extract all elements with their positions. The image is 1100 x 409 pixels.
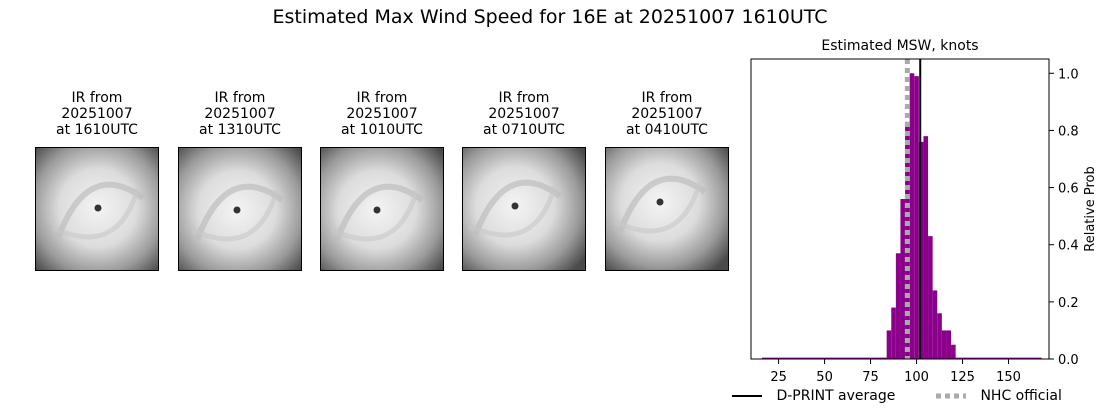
legend-nhc: NHC official xyxy=(934,386,1062,406)
y-axis-label: Relative Prob xyxy=(1083,166,1098,251)
y-tick-label-5: 1.0 xyxy=(1058,67,1079,82)
histogram-bar-9 xyxy=(928,236,933,359)
panel-caption-line1: IR from xyxy=(214,90,266,106)
histogram-bar-1 xyxy=(891,307,896,359)
histogram-bar-14 xyxy=(951,344,956,359)
x-tick-label-5: 150 xyxy=(996,370,1021,385)
panel-caption-4: IR from 20251007 at 0410UTC xyxy=(597,90,737,138)
histogram-bar-5 xyxy=(909,73,915,360)
y-tick-label-4: 0.8 xyxy=(1058,124,1079,139)
histogram-bar-3 xyxy=(900,199,906,359)
histogram-bar-12 xyxy=(941,330,947,359)
panel-caption-line1: IR from xyxy=(641,90,693,106)
legend: D-PRINT average NHC official xyxy=(730,386,1090,406)
panel-caption-line2: 20251007 xyxy=(346,106,418,122)
histogram-bar-2 xyxy=(895,253,901,359)
legend-dprint: D-PRINT average xyxy=(730,386,895,406)
ir-satellite-image-4 xyxy=(605,147,729,271)
panel-caption-line3: at 1610UTC xyxy=(56,122,138,138)
panel-caption-line1: IR from xyxy=(498,90,550,106)
x-tick-label-1: 50 xyxy=(816,370,833,385)
panel-caption-line1: IR from xyxy=(356,90,408,106)
y-tick-label-3: 0.6 xyxy=(1058,182,1079,197)
panel-caption-0: IR from 20251007 at 1610UTC xyxy=(27,90,167,138)
y-tick-label-2: 0.4 xyxy=(1058,239,1079,254)
histogram-bar-8 xyxy=(923,136,929,359)
panel-caption-1: IR from 20251007 at 1310UTC xyxy=(170,90,310,138)
panel-caption-2: IR from 20251007 at 1010UTC xyxy=(312,90,452,138)
ir-satellite-image-0 xyxy=(35,147,159,271)
panel-caption-line3: at 1310UTC xyxy=(199,122,281,138)
histogram-bar-13 xyxy=(946,330,952,359)
figure-title: Estimated Max Wind Speed for 16E at 2025… xyxy=(272,6,828,28)
histogram-bar-11 xyxy=(937,313,942,359)
panel-caption-line3: at 1010UTC xyxy=(341,122,423,138)
histogram-bar-0 xyxy=(886,330,892,359)
x-tick-label-4: 125 xyxy=(950,370,975,385)
legend-dprint-label: D-PRINT average xyxy=(776,388,896,404)
y-tick-label-0: 0.0 xyxy=(1058,353,1079,368)
histogram-bar-6 xyxy=(914,76,919,360)
panel-caption-line2: 20251007 xyxy=(488,106,560,122)
panel-caption-line3: at 0410UTC xyxy=(626,122,708,138)
x-tick-label-3: 100 xyxy=(904,370,929,385)
chart-title: Estimated MSW, knots xyxy=(821,38,978,54)
ir-satellite-image-2 xyxy=(320,147,444,271)
legend-nhc-label: NHC official xyxy=(980,388,1062,404)
panel-caption-line1: IR from xyxy=(71,90,123,106)
legend-solid-line-icon xyxy=(732,395,762,397)
panel-caption-line2: 20251007 xyxy=(61,106,133,122)
ir-satellite-image-1 xyxy=(178,147,302,271)
panel-caption-line3: at 0710UTC xyxy=(483,122,565,138)
panel-caption-line2: 20251007 xyxy=(631,106,703,122)
ir-satellite-image-3 xyxy=(462,147,586,271)
panel-caption-line2: 20251007 xyxy=(204,106,276,122)
plot-frame xyxy=(750,58,1050,360)
x-tick-label-0: 25 xyxy=(770,370,787,385)
legend-dotted-line-icon xyxy=(936,393,966,399)
x-tick-label-2: 75 xyxy=(862,370,879,385)
y-tick-label-1: 0.2 xyxy=(1058,296,1079,311)
histogram-bar-10 xyxy=(932,290,938,359)
panel-caption-3: IR from 20251007 at 0710UTC xyxy=(454,90,594,138)
